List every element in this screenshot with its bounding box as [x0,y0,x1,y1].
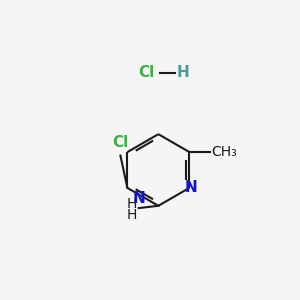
Text: H: H [127,208,137,222]
Text: CH₃: CH₃ [211,145,237,159]
Text: H: H [127,197,137,212]
Text: Cl: Cl [139,65,155,80]
Text: H: H [177,65,190,80]
Text: N: N [184,180,197,195]
Text: N: N [132,191,145,206]
Text: Cl: Cl [112,135,129,150]
